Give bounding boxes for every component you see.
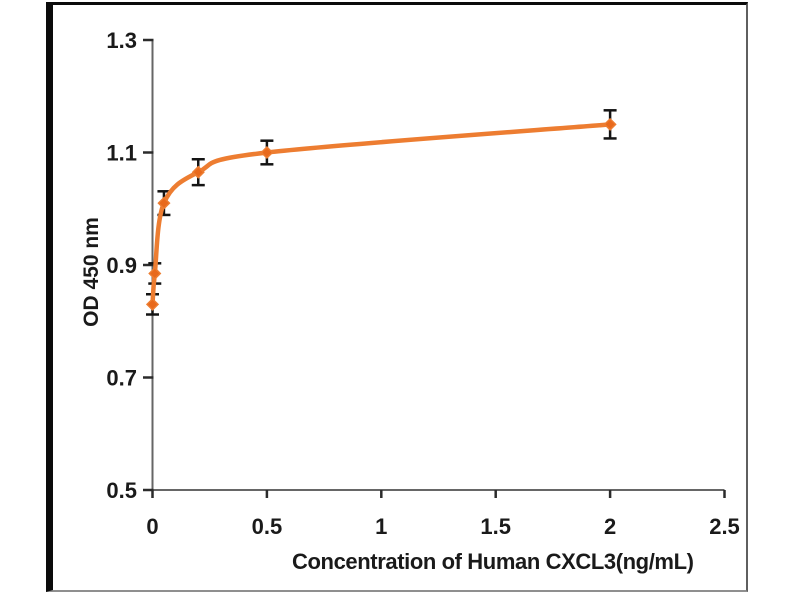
data-point-marker [148,266,162,280]
axes [151,40,725,497]
x-axis-ticks: 0 0.5 1 1.5 2 2.5 [146,490,740,539]
x-tick-label: 2 [604,514,616,539]
x-tick-label: 0.5 [252,514,283,539]
data-series [150,122,613,307]
y-tick-label: 0.5 [106,478,137,503]
x-axis-title: Concentration of Human CXCL3(ng/mL) [292,549,694,574]
y-axis-ticks: 0.5 0.7 0.9 1.1 1.3 [106,28,154,503]
x-tick-label: 2.5 [709,514,740,539]
data-point-marker [157,196,171,210]
y-axis-title: OD 450 nm [80,217,103,327]
series-curve [150,122,613,307]
data-point-marker [191,165,205,179]
series-markers [145,117,617,311]
x-tick-label: 1.5 [480,514,511,539]
y-tick-label: 1.3 [106,28,137,53]
y-tick-label: 0.9 [106,253,137,278]
data-point-marker [603,117,617,131]
y-tick-label: 1.1 [106,141,137,166]
y-tick-label: 0.7 [106,366,137,391]
data-point-marker [260,145,274,160]
chart-frame [46,2,748,592]
data-point-marker [145,297,160,311]
x-tick-label: 1 [375,514,387,539]
x-tick-label: 0 [146,514,158,539]
